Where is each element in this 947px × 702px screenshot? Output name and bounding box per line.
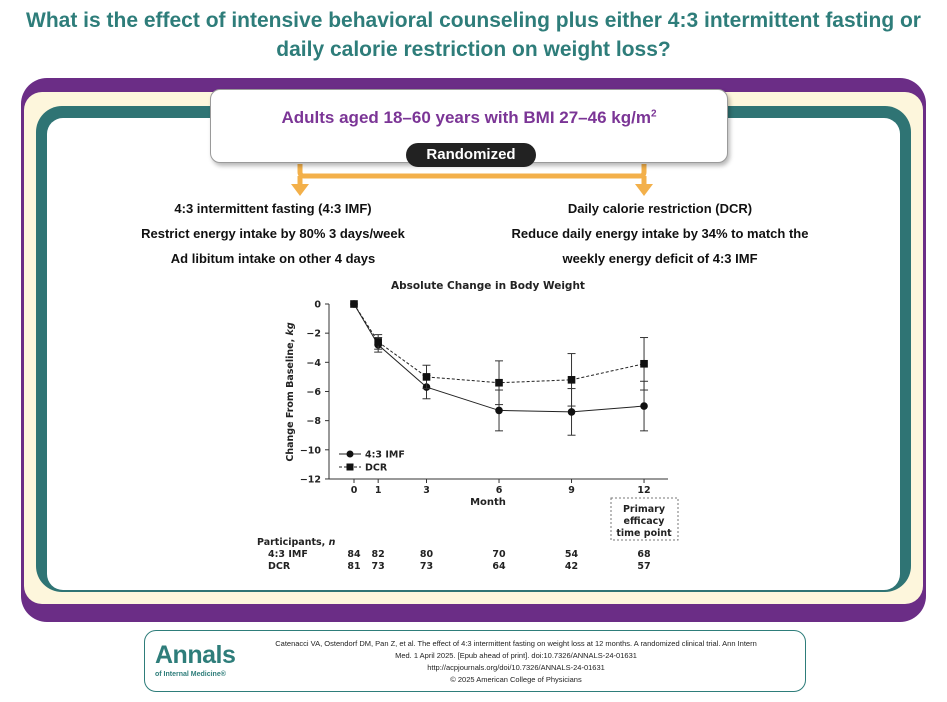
data-point-dcr [374, 338, 382, 346]
axis-ticks: 0 −2 −4 −6 −8 −10 −12 0 1 3 6 9 12 [300, 300, 651, 497]
primary-timepoint-line3: time point [616, 528, 672, 539]
data-point-dcr [422, 373, 431, 381]
population-superscript: 2 [650, 108, 657, 120]
series-line-imf [353, 303, 645, 413]
legend-label-dcr: DCR [365, 463, 388, 474]
x-tick-label: 9 [568, 485, 575, 496]
y-tick-label: −6 [306, 387, 321, 398]
population-text: Adults aged 18–60 years with BMI 27–46 k… [211, 108, 727, 128]
participants-count: 57 [637, 561, 650, 572]
y-tick-label: 0 [314, 300, 321, 311]
data-point-imf [567, 408, 576, 416]
participants-count: 42 [565, 561, 578, 572]
x-tick-label: 0 [351, 485, 358, 496]
arm-imf: 4:3 intermittent fasting (4:3 IMF) Restr… [118, 196, 428, 271]
citation-line-3: http://acpjournals.org/doi/10.7326/ANNAL… [427, 663, 605, 672]
legend-marker-imf [346, 450, 354, 458]
arm-dcr-line2: Reduce daily energy intake by 34% to mat… [511, 226, 809, 241]
arm-imf-line3: Ad libitum intake on other 4 days [170, 251, 376, 266]
y-tick-label: −8 [306, 416, 321, 427]
participants-row-label: 4:3 IMF [268, 549, 308, 560]
data-point-dcr [495, 378, 503, 387]
participants-count: 82 [372, 549, 385, 560]
page-title: What is the effect of intensive behavior… [20, 6, 927, 64]
title-line-2: daily calorie restriction on weight loss… [276, 38, 671, 61]
population-label: Adults aged 18–60 years with BMI 27–46 k… [281, 108, 651, 127]
x-tick-label: 1 [375, 485, 382, 496]
participants-count: 64 [492, 561, 506, 572]
content-panel [47, 118, 900, 590]
participants-count: 81 [347, 561, 360, 572]
x-tick-label: 3 [423, 485, 430, 496]
y-axis-label-unit: kg [285, 322, 296, 335]
primary-timepoint-line2: efficacy [624, 516, 666, 527]
participants-count: 73 [372, 561, 385, 572]
participants-header: Participants, n [257, 537, 336, 548]
randomized-badge: Randomized [406, 143, 536, 167]
data-point-dcr [640, 359, 648, 368]
population-box: Adults aged 18–60 years with BMI 27–46 k… [210, 89, 728, 163]
annals-logo: Annals [155, 641, 236, 669]
y-axis-label-prefix: Change From Baseline, [285, 335, 296, 461]
primary-timepoint-line1: Primary [623, 504, 666, 515]
annals-logo-subtitle: of Internal Medicine® [155, 671, 226, 678]
data-point-imf [495, 406, 503, 415]
title-line-1: What is the effect of intensive behavior… [26, 9, 921, 32]
data-point-dcr [567, 376, 576, 384]
arm-dcr-name: Daily calorie restriction (DCR) [567, 201, 753, 216]
participants-table: 4:3 IMF 84 82 80 70 54 68 DCR 81 73 73 64 42 57 [268, 549, 651, 572]
citation-text: Catenacci VA, Ostendorf DM, Pan Z, et al… [241, 638, 791, 686]
y-axis-label: Change From Baseline, kg [285, 322, 296, 461]
participants-row-label: DCR [268, 561, 291, 572]
y-tick-label: −4 [306, 358, 321, 369]
arm-imf-name: 4:3 intermittent fasting (4:3 IMF) [174, 201, 372, 216]
participants-count: 70 [492, 549, 506, 560]
arm-dcr: Daily calorie restriction (DCR) Reduce d… [490, 196, 830, 271]
x-tick-label: 6 [496, 485, 503, 496]
participants-count: 68 [637, 549, 651, 560]
legend-marker-dcr [346, 463, 354, 471]
y-tick-label: −12 [300, 474, 321, 485]
chart-title: Absolute Change in Body Weight [391, 280, 585, 292]
y-tick-label: −10 [300, 445, 322, 456]
arrow-head-right [635, 184, 653, 196]
participants-header-prefix: Participants, [257, 537, 329, 548]
annals-logo-registered: ® [220, 671, 226, 678]
arm-dcr-line3: weekly energy deficit of 4:3 IMF [562, 251, 758, 266]
chart-legend: 4:3 IMF DCR [339, 450, 405, 474]
x-axis-label: Month [470, 497, 506, 508]
participants-count: 84 [347, 549, 361, 560]
participants-count: 73 [420, 561, 433, 572]
arm-imf-line2: Restrict energy intake by 80% 3 days/wee… [141, 226, 405, 241]
participants-header-n: n [329, 537, 336, 548]
participants-count: 54 [565, 549, 579, 560]
citation-line-4: © 2025 American College of Physicians [450, 675, 582, 684]
legend-label-imf: 4:3 IMF [365, 450, 405, 461]
citation-line-1: Catenacci VA, Ostendorf DM, Pan Z, et al… [275, 639, 757, 648]
arrow-head-left [291, 184, 309, 196]
participants-count: 80 [420, 549, 434, 560]
data-point-imf [640, 402, 648, 410]
chart-series [350, 300, 649, 436]
data-point-dcr [350, 300, 358, 308]
x-tick-label: 12 [637, 485, 650, 496]
series-line-dcr [353, 303, 645, 384]
annals-logo-subtitle-text: of Internal Medicine [155, 671, 221, 678]
citation-line-2: Med. 1 April 2025. [Epub ahead of print]… [395, 651, 637, 660]
primary-timepoint-box [610, 497, 679, 541]
y-tick-label: −2 [306, 329, 321, 340]
citation-box: Annals of Internal Medicine® Catenacci V… [144, 630, 806, 692]
